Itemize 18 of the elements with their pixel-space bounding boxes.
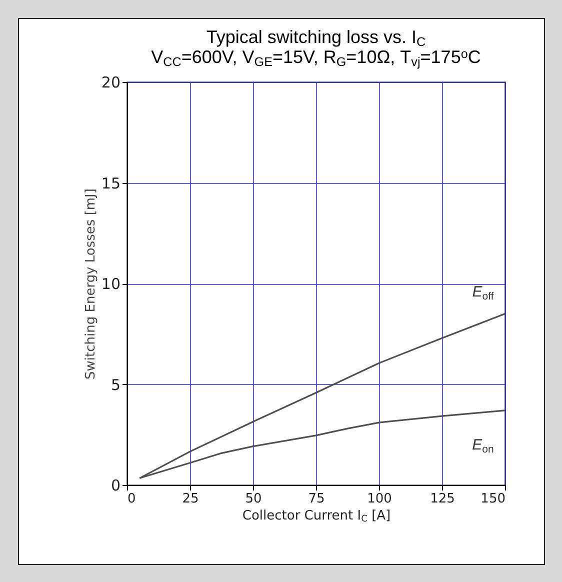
text: V$_{CC}$=600V, V$_{GE}$=15V, R$_{G}$=10Ω, T$_{vj}$=175$^{o}$C (151, 46, 481, 70)
x-tick-label: 50 (245, 492, 262, 506)
x-tick-label: 100 (367, 492, 392, 506)
x-tick-label: 75 (308, 492, 325, 506)
y-tick-label: 0 (110, 476, 120, 494)
x-tick-label: 150 (480, 492, 506, 506)
series-label: E$_{on}$ (472, 436, 494, 456)
x-tick-label: 125 (430, 492, 455, 506)
chart-title: Typical switching loss vs. I$_{C}$ (206, 27, 426, 50)
y-tick-label: 5 (110, 376, 120, 394)
y-tick-label: 20 (101, 74, 120, 92)
x-axis-title: Collector Current I$_{C}$ [A] (242, 508, 391, 525)
x-tick-label: 0 (128, 492, 136, 506)
y-tick-label: 10 (101, 275, 120, 293)
x-tick-label: 25 (182, 492, 199, 506)
y-tick-label: 15 (101, 174, 120, 192)
series-label: E$_{off}$ (472, 284, 494, 302)
y-axis-title: Switching Energy Losses [mJ] (83, 188, 98, 380)
